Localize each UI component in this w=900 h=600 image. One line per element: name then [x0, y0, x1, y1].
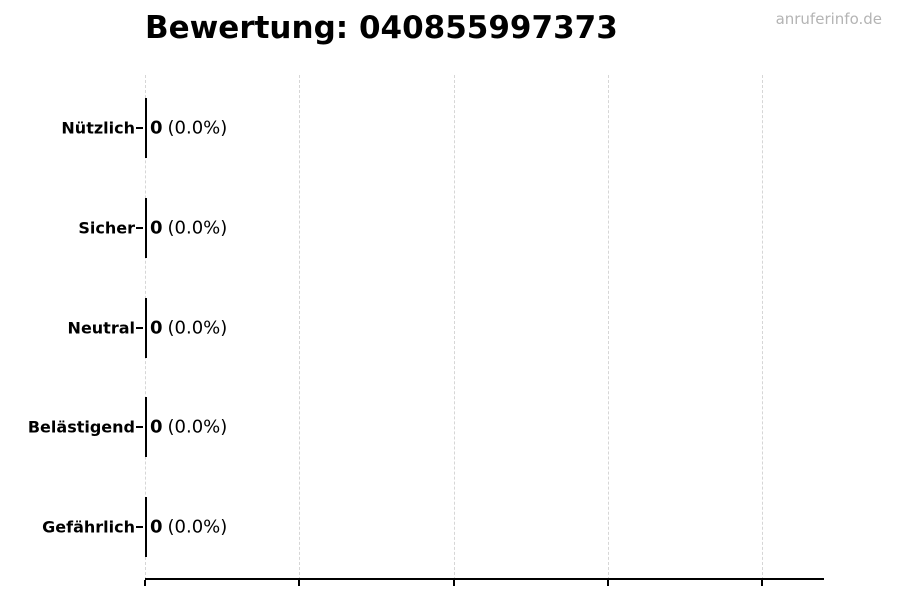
bar-count: 0	[150, 416, 163, 438]
gridline	[454, 75, 455, 580]
x-axis-tick	[607, 580, 609, 586]
bar-zero-width	[145, 298, 147, 358]
category-label: Gefährlich	[42, 517, 135, 537]
bar-count: 0	[150, 516, 163, 538]
gridline	[299, 75, 300, 580]
watermark-text: anruferinfo.de	[775, 10, 882, 28]
bar-row-sicher: Sicher 0 (0.0%)	[0, 198, 900, 258]
x-axis-tick	[144, 580, 146, 586]
x-axis-tick	[453, 580, 455, 586]
category-tick	[136, 227, 143, 229]
category-label: Sicher	[78, 218, 135, 238]
bar-zero-width	[145, 397, 147, 457]
bar-row-gefaehrlich: Gefährlich 0 (0.0%)	[0, 497, 900, 557]
bar-zero-width	[145, 198, 147, 258]
x-axis-tick	[761, 580, 763, 586]
gridline	[762, 75, 763, 580]
bar-count: 0	[150, 217, 163, 239]
category-label: Belästigend	[27, 417, 135, 437]
bar-percent: (0.0%)	[167, 117, 228, 139]
bar-zero-width	[145, 98, 147, 158]
bar-value-label: 0 (0.0%)	[150, 218, 227, 239]
x-axis-tick	[298, 580, 300, 586]
bar-value-label: 0 (0.0%)	[150, 517, 227, 538]
bar-zero-width	[145, 497, 147, 557]
bar-count: 0	[150, 317, 163, 339]
category-tick	[136, 327, 143, 329]
category-tick	[136, 426, 143, 428]
bar-row-belaestigend: Belästigend 0 (0.0%)	[0, 397, 900, 457]
x-axis-line	[145, 578, 824, 580]
category-tick	[136, 526, 143, 528]
bar-value-label: 0 (0.0%)	[150, 318, 227, 339]
category-label: Neutral	[67, 318, 135, 338]
chart-title: Bewertung: 040855997373	[145, 10, 618, 46]
bar-percent: (0.0%)	[167, 217, 228, 239]
bar-percent: (0.0%)	[167, 416, 228, 438]
bar-percent: (0.0%)	[167, 516, 228, 538]
bar-count: 0	[150, 117, 163, 139]
bar-row-neutral: Neutral 0 (0.0%)	[0, 298, 900, 358]
bar-value-label: 0 (0.0%)	[150, 118, 227, 139]
category-label: Nützlich	[61, 118, 135, 138]
bar-value-label: 0 (0.0%)	[150, 417, 227, 438]
gridline	[608, 75, 609, 580]
bar-percent: (0.0%)	[167, 317, 228, 339]
bar-row-nuetzlich: Nützlich 0 (0.0%)	[0, 98, 900, 158]
category-tick	[136, 127, 143, 129]
